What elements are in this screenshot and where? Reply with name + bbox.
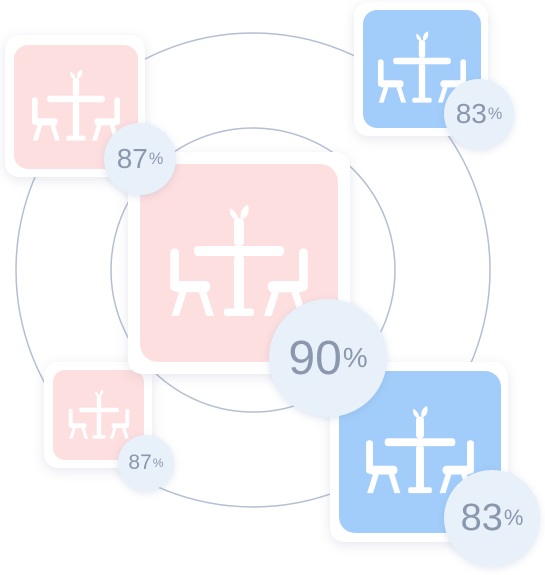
occupancy-badge-top-left: 87% [104,123,176,195]
percent-sign: % [148,149,164,168]
occupancy-value: 83 [460,496,503,539]
percent-sign: % [152,456,164,470]
occupancy-badge-bottom-right: 83% [444,470,540,566]
inner-ring [110,127,396,413]
dining-table-icon [66,388,132,443]
dining-table-icon [164,201,314,326]
percent-sign: % [342,342,368,373]
occupancy-badge-bottom-left: 87% [118,435,174,491]
occupancy-badge-center: 90% [269,299,387,417]
dining-table-icon [28,67,124,147]
occupancy-value: 87 [116,143,148,174]
occupancy-value: 87 [128,451,152,474]
occupancy-value: 90 [288,331,342,385]
percent-sign: % [503,505,524,530]
outer-ring [15,32,491,508]
occupancy-badge-top-right: 83% [444,79,514,149]
percent-sign: % [487,104,503,123]
occupancy-value: 83 [455,98,487,129]
